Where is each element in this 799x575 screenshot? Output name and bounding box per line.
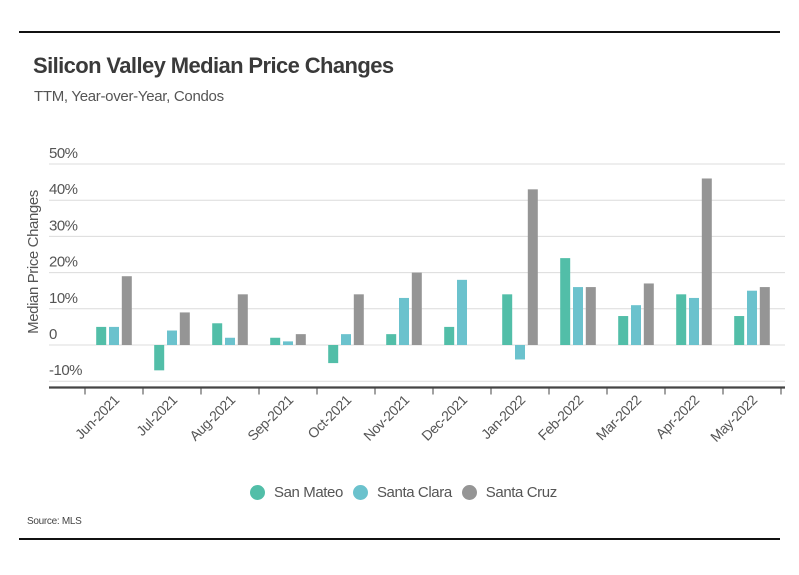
bar-san-mateo-jan-2022	[502, 294, 513, 345]
bar-santa-clara-jan-2022	[515, 345, 525, 360]
x-tick-label: May-2022	[707, 391, 761, 445]
x-tick-label: Oct-2021	[304, 391, 354, 441]
bar-santa-clara-oct-2021	[341, 334, 351, 345]
bar-santa-cruz-nov-2021	[411, 272, 422, 345]
y-tick-label: 20%	[49, 254, 78, 271]
bar-santa-clara-mar-2022	[631, 305, 641, 345]
bar-santa-cruz-feb-2022	[585, 287, 596, 345]
bar-san-mateo-oct-2021	[328, 345, 339, 364]
legend-label: Santa Clara	[376, 484, 452, 501]
bar-san-mateo-aug-2021	[212, 323, 223, 345]
legend: San Mateo Santa Clara Santa Cruz	[250, 484, 567, 501]
legend-item-santa-cruz[interactable]: Santa Cruz	[461, 484, 557, 501]
chart-title: Silicon Valley Median Price Changes	[33, 53, 394, 78]
y-tick-label: 0	[49, 326, 57, 343]
chart-subtitle: TTM, Year-over-Year, Condos	[34, 88, 224, 105]
y-tick-label: -10%	[49, 362, 82, 379]
bar-santa-cruz-jul-2021	[179, 312, 190, 345]
bar-santa-cruz-may-2022	[759, 287, 770, 345]
bar-santa-clara-nov-2021	[399, 297, 409, 345]
bar-santa-cruz-jun-2021	[121, 276, 132, 345]
y-tick-label: 40%	[49, 181, 78, 198]
bar-santa-cruz-jan-2022	[527, 189, 538, 345]
bar-san-mateo-nov-2021	[386, 334, 397, 345]
bar-santa-clara-dec-2021	[457, 279, 467, 345]
y-tick-label: 30%	[49, 217, 78, 234]
bar-san-mateo-dec-2021	[444, 326, 455, 345]
x-tick-label: Apr-2022	[652, 391, 702, 441]
bar-santa-clara-feb-2022	[573, 287, 583, 345]
legend-label: San Mateo	[274, 484, 343, 501]
x-tick-label: Jan-2022	[478, 391, 529, 442]
y-tick-label: 10%	[49, 290, 78, 307]
bars	[96, 178, 770, 371]
y-tick-labels: -10% 0 10% 20% 30% 40% 50%	[49, 145, 83, 379]
x-tick-label: Mar-2022	[593, 391, 645, 443]
bar-san-mateo-mar-2022	[618, 316, 629, 345]
bar-santa-cruz-mar-2022	[643, 283, 654, 345]
y-axis-label: Median Price Changes	[25, 190, 42, 334]
bar-santa-clara-sep-2021	[283, 341, 293, 345]
bar-santa-cruz-sep-2021	[295, 334, 306, 345]
x-tick-label: Aug-2021	[186, 391, 238, 443]
bar-san-mateo-jun-2021	[96, 326, 107, 345]
bottom-rule	[19, 538, 780, 540]
legend-marker-san-mateo	[250, 485, 265, 500]
x-tick-label: Nov-2021	[360, 391, 412, 443]
bar-santa-cruz-aug-2021	[237, 294, 248, 345]
bar-san-mateo-jul-2021	[154, 345, 165, 371]
legend-marker-santa-clara	[352, 485, 368, 500]
x-tick-label: Jul-2021	[133, 391, 180, 438]
x-tick-label: Dec-2021	[418, 391, 470, 443]
bar-santa-clara-may-2022	[747, 290, 757, 345]
bar-san-mateo-may-2022	[734, 316, 745, 345]
legend-marker-santa-cruz	[461, 485, 477, 500]
x-tick-label: Sep-2021	[244, 391, 296, 443]
top-rule	[19, 31, 780, 33]
bar-santa-clara-jul-2021	[167, 330, 177, 345]
bar-san-mateo-feb-2022	[560, 258, 571, 345]
bar-santa-clara-apr-2022	[689, 297, 699, 345]
bar-santa-cruz-oct-2021	[353, 294, 364, 345]
bar-santa-cruz-apr-2022	[701, 178, 712, 345]
bar-santa-clara-aug-2021	[225, 337, 235, 345]
source-note: Source: MLS	[27, 516, 82, 527]
bar-santa-clara-jun-2021	[109, 326, 119, 345]
legend-item-san-mateo[interactable]: San Mateo	[250, 484, 343, 501]
legend-label: Santa Cruz	[485, 484, 557, 501]
bar-san-mateo-sep-2021	[270, 337, 281, 345]
legend-item-santa-clara[interactable]: Santa Clara	[352, 484, 452, 501]
y-tick-label: 50%	[49, 145, 78, 162]
x-tick-label: Feb-2022	[535, 391, 587, 443]
x-tick-label: Jun-2021	[72, 391, 123, 442]
x-axis: Jun-2021 Jul-2021 Aug-2021 Sep-2021 Oct-2021…	[49, 386, 785, 445]
bar-san-mateo-apr-2022	[676, 294, 687, 345]
